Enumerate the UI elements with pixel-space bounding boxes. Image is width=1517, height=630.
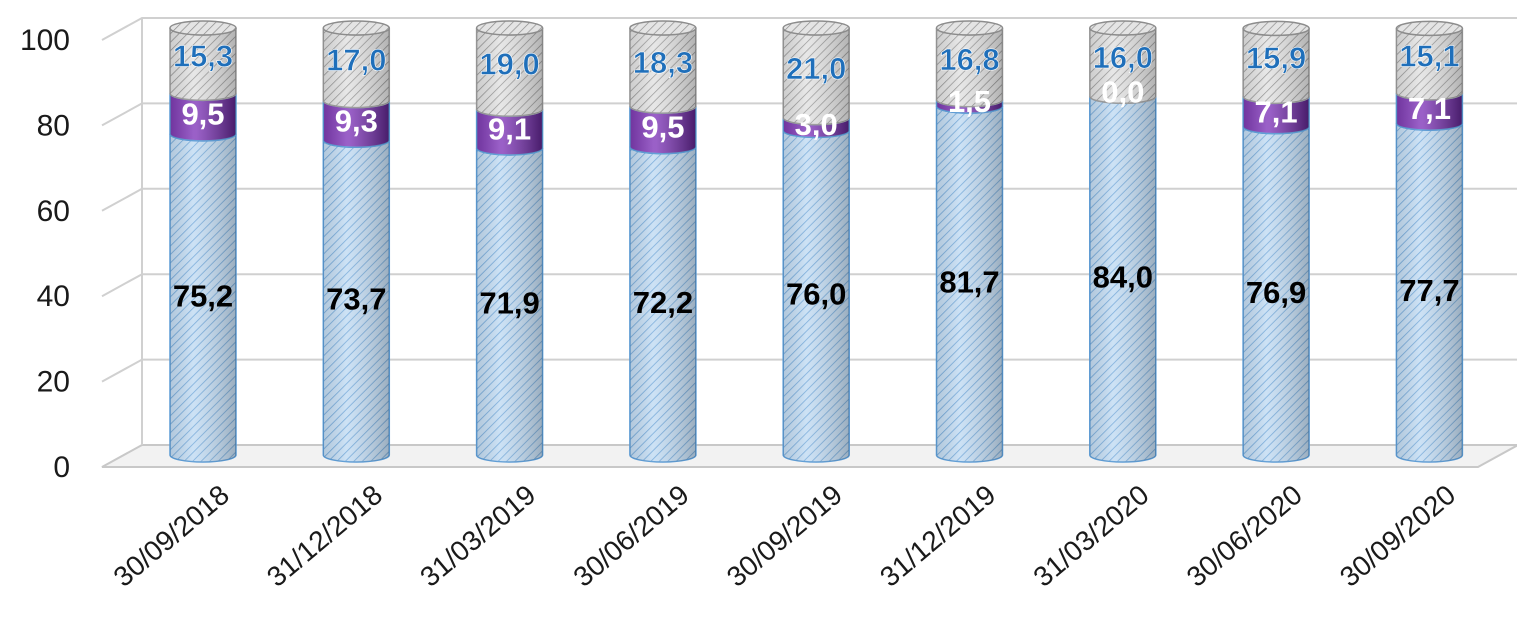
bar-segment	[169, 93, 237, 142]
bar-segment	[1242, 96, 1310, 135]
cylinder-cap	[1089, 20, 1157, 36]
x-tick-label: 30/09/2020	[1334, 479, 1461, 593]
bar-segment	[475, 147, 544, 463]
cylinder-cap	[629, 20, 697, 36]
data-label: 7,1	[1255, 94, 1298, 129]
data-label: 71,9	[479, 285, 539, 320]
bar-segment	[475, 27, 544, 117]
y-tick-label: 0	[53, 451, 70, 484]
y-tick-label: 40	[37, 280, 70, 313]
x-tick-label: 30/09/2018	[108, 479, 235, 593]
data-label: 16,0	[1093, 40, 1153, 75]
data-label: 21,0	[786, 51, 846, 86]
data-label: 16,8	[939, 42, 999, 77]
data-label: 81,7	[939, 265, 999, 300]
data-label: 3,0	[795, 107, 838, 142]
bar-segment	[322, 100, 391, 149]
gridline	[101, 358, 1517, 383]
data-label: 0,0	[1101, 74, 1144, 109]
bars	[169, 20, 1464, 463]
data-label: 7,1	[1408, 91, 1451, 126]
y-tick-label: 20	[37, 366, 70, 399]
bar-segment	[322, 140, 391, 463]
gridline	[101, 187, 1517, 212]
data-label: 77,7	[1399, 273, 1459, 308]
data-label: 9,3	[335, 103, 378, 138]
bar-segment	[629, 27, 697, 114]
x-axis: 30/09/2018 31/12/2018 31/03/2019 30/06/2019…	[108, 479, 1462, 593]
cylinder-cap	[935, 20, 1004, 36]
data-label: 9,5	[181, 97, 224, 132]
bar-segment	[1395, 28, 1464, 101]
cylinder-cap	[322, 20, 391, 36]
gridline	[101, 273, 1517, 298]
y-tick-label: 80	[37, 109, 70, 142]
cylinder-cap	[1395, 20, 1464, 37]
data-label: 18,3	[633, 45, 693, 80]
bar-segment	[1089, 96, 1157, 463]
bar-segment	[1395, 122, 1464, 463]
bar-segment	[1089, 27, 1157, 105]
data-label: 15,1	[1399, 39, 1459, 74]
x-tick-label: 31/03/2020	[1027, 479, 1154, 593]
x-tick-label: 31/03/2019	[414, 479, 541, 593]
data-label: 9,1	[488, 112, 531, 147]
gridline	[101, 102, 1517, 127]
bar-segment	[935, 27, 1004, 108]
bar-segment	[629, 105, 697, 155]
bar-segment	[1242, 126, 1310, 463]
data-label: 1,5	[948, 84, 991, 119]
bar-segment	[1242, 28, 1310, 105]
y-tick-label: 60	[37, 195, 70, 228]
data-label: 76,9	[1246, 275, 1306, 310]
gridline	[101, 17, 1517, 41]
bar-segment	[322, 27, 391, 109]
data-label: 73,7	[326, 282, 386, 317]
x-tick-label: 31/12/2018	[261, 479, 388, 593]
y-tick-label: 100	[20, 24, 70, 57]
data-labels: 75,2 9,5 15,3 73,7 9,3 17,0 71,9 9,1 19,0 72,2 9,5…	[173, 38, 1460, 320]
cylinder-cap	[169, 20, 237, 36]
data-label: 15,9	[1246, 40, 1306, 75]
data-label: 15,3	[173, 39, 233, 74]
x-tick-label: 30/06/2019	[567, 479, 694, 593]
y-axis: 0 20 40 60 80 100	[20, 24, 70, 484]
x-tick-label: 30/06/2020	[1181, 479, 1308, 593]
data-label: 17,0	[326, 42, 386, 77]
data-label: 72,2	[633, 285, 693, 320]
data-label: 19,0	[479, 47, 539, 82]
bar-segment	[629, 146, 697, 463]
x-tick-label: 30/09/2019	[721, 479, 848, 593]
bar-segment	[169, 133, 237, 463]
data-label: 76,0	[786, 277, 846, 312]
x-tick-label: 31/12/2019	[874, 479, 1001, 593]
data-label: 9,5	[641, 109, 684, 144]
data-label: 75,2	[173, 278, 233, 313]
bar-segment	[782, 130, 850, 463]
bar-segment	[475, 108, 544, 156]
bar-segment	[169, 27, 237, 102]
cylinder-cap	[1242, 20, 1310, 37]
cylinder-cap	[782, 20, 850, 36]
data-label: 84,0	[1093, 260, 1153, 295]
cylinder-cap	[475, 20, 544, 36]
bar-segment	[1395, 92, 1464, 131]
